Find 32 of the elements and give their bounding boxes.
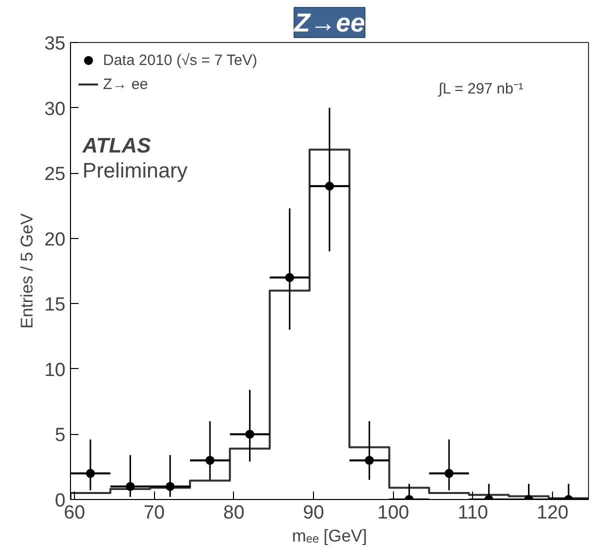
point (126, 482, 135, 491)
x-tick-label: 120 (536, 502, 568, 524)
annotation: Preliminary (82, 160, 188, 182)
y-tick-label: 30 (44, 98, 66, 120)
y-tick-label: 15 (44, 294, 66, 316)
x-tick-label: 80 (223, 502, 244, 524)
annotation: ATLAS (82, 134, 151, 158)
x-tick-label: 60 (64, 502, 86, 524)
x-tick-label: 70 (144, 502, 165, 524)
annotation: ∫L = 297 nb⁻¹ (438, 80, 524, 98)
point (166, 482, 175, 491)
x-tick-label: 90 (302, 502, 324, 524)
point (285, 273, 294, 282)
y-tick-label: 10 (44, 360, 66, 381)
y-axis-title: Entries / 5 GeV (17, 212, 36, 329)
point (444, 468, 454, 478)
point (245, 430, 254, 439)
y-tick-label: 20 (44, 229, 66, 250)
y-tick-label: 5 (54, 425, 66, 446)
y-tick-label: 35 (44, 34, 66, 54)
legend-label: Z→ ee (103, 76, 148, 92)
y-tick-label: 25 (44, 164, 66, 186)
x-axis-title: mₑₑ [GeV] (292, 526, 367, 546)
point (325, 182, 334, 191)
point (205, 456, 214, 465)
x-tick-label: 100 (377, 502, 410, 524)
x-tick-label: 110 (458, 502, 488, 524)
y-tick-label: 0 (54, 490, 66, 512)
legend-label: Data 2010 (√s = 7 TeV) (103, 52, 258, 68)
point (86, 468, 95, 478)
chart-title: Z→ee (293, 8, 365, 38)
point (364, 456, 374, 465)
